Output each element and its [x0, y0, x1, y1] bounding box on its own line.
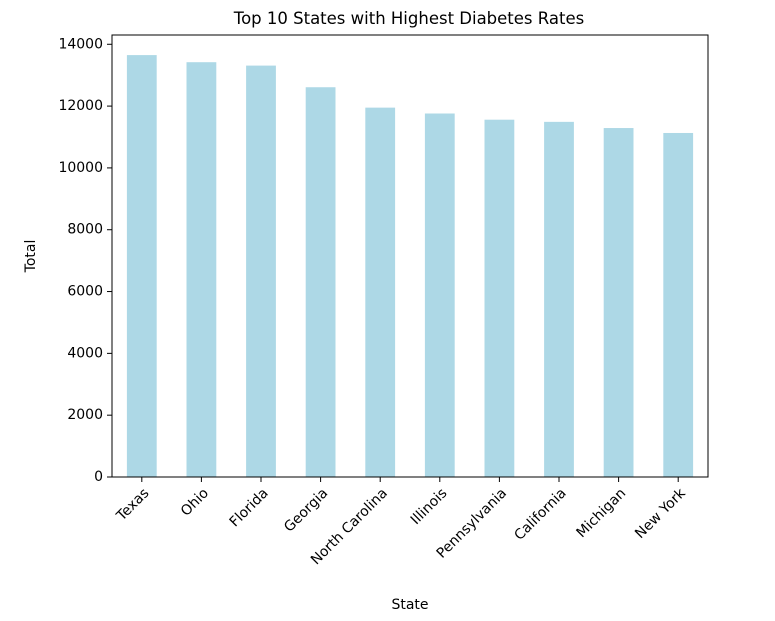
y-tick-label: 10000	[58, 160, 103, 176]
bar-georgia	[305, 87, 336, 478]
bar-north-carolina	[365, 107, 396, 478]
x-tick-label: Illinois	[408, 485, 451, 528]
x-axis-title: State	[391, 597, 428, 613]
plot-frame	[111, 34, 709, 478]
bar-pennsylvania	[484, 119, 515, 477]
x-tick-label: Georgia	[281, 485, 331, 535]
y-tick-label: 4000	[67, 345, 103, 361]
x-tick-label: Michigan	[574, 485, 630, 541]
y-axis: 0 2000 4000 6000 8000 10000 12000 14000	[58, 36, 112, 485]
y-tick-label: 12000	[58, 98, 103, 114]
bar-michigan	[603, 128, 634, 477]
x-tick-label: Ohio	[178, 485, 212, 519]
y-tick-label: 8000	[67, 222, 103, 238]
x-tick-label: Texas	[113, 485, 152, 524]
x-tick-label: Florida	[227, 485, 272, 530]
bar-new-york	[663, 132, 694, 477]
y-axis-title: Total	[23, 240, 39, 274]
y-tick-label: 2000	[67, 407, 103, 423]
bars-group	[126, 55, 694, 478]
y-tick-label: 6000	[67, 284, 103, 300]
x-tick-label: California	[511, 485, 569, 543]
y-tick-label: 0	[94, 469, 103, 485]
chart-title: Top 10 States with Highest Diabetes Rate…	[233, 9, 584, 28]
bar-ohio	[186, 62, 217, 477]
bar-illinois	[424, 113, 455, 477]
bar-texas	[126, 55, 157, 477]
x-tick-label: New York	[632, 485, 689, 542]
y-tick-label: 14000	[58, 36, 103, 52]
bar-florida	[246, 65, 276, 477]
bar-california	[544, 121, 574, 477]
